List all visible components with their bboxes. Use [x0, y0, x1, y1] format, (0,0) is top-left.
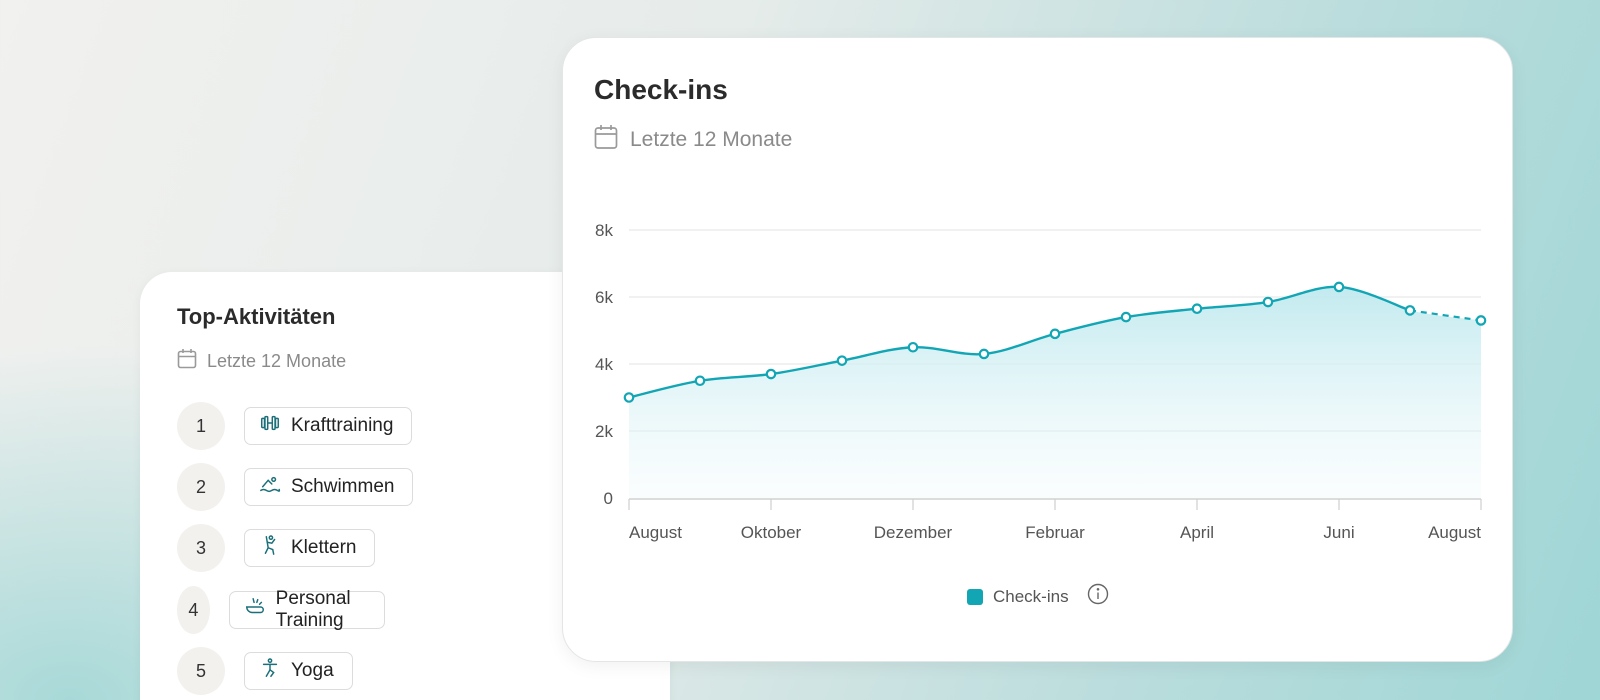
- y-tick-label: 4k: [595, 355, 613, 374]
- activity-label: Personal Training: [275, 588, 351, 631]
- x-tick-label: Februar: [1025, 523, 1085, 542]
- y-tick-label: 6k: [595, 288, 613, 307]
- data-point[interactable]: [1262, 296, 1274, 308]
- calendar-icon: [177, 348, 197, 375]
- yoga-icon: [259, 657, 281, 685]
- chart-subtitle: Letzte 12 Monate: [594, 124, 792, 156]
- list-item: 1 Krafttraining: [177, 402, 413, 450]
- activity-chip-personal-training[interactable]: Personal Training: [228, 588, 385, 631]
- whistle-icon: [244, 596, 266, 624]
- chart-legend: Check-ins: [967, 583, 1109, 610]
- list-item: 2 Schwimmen: [177, 463, 414, 511]
- top-activities-period: Letzte 12 Monate: [207, 351, 347, 371]
- checkins-card: Check-ins Letzte 12 Monate 0 2k 4k 6k 8k Aug…: [562, 37, 1513, 662]
- checkins-chart: 0 2k 4k 6k 8k August Oktober Dezember Februar Ap…: [595, 221, 1487, 542]
- x-tick-label: August: [1428, 523, 1481, 542]
- x-tick-label: Juni: [1323, 523, 1354, 542]
- top-activities-subtitle: Letzte 12 Monate: [177, 348, 346, 375]
- activity-chip-yoga[interactable]: Yoga: [244, 652, 353, 690]
- rank-number: 2: [177, 463, 225, 511]
- rank-number: 5: [177, 647, 225, 695]
- legend-label: Check-ins: [993, 586, 1069, 606]
- activity-label: Yoga: [291, 660, 334, 681]
- activity-chip-krafttraining[interactable]: Krafttraining: [244, 407, 413, 445]
- data-point[interactable]: [1475, 315, 1487, 326]
- data-point[interactable]: [623, 392, 635, 403]
- list-item: 3 Klettern: [177, 524, 376, 572]
- climber-icon: [259, 534, 281, 562]
- x-tick-label: Dezember: [874, 523, 953, 542]
- dumbbell-icon: [259, 412, 281, 440]
- list-item: 5 Yoga: [177, 647, 353, 695]
- list-item: 4 Personal Training: [177, 586, 385, 634]
- activity-label: Klettern: [291, 537, 357, 558]
- activity-label: Krafttraining: [291, 415, 394, 436]
- rank-number: 1: [177, 402, 225, 450]
- y-tick-label: 8k: [595, 221, 613, 240]
- info-icon[interactable]: [1087, 583, 1109, 610]
- data-point[interactable]: [1404, 305, 1416, 316]
- activity-label: Schwimmen: [291, 476, 395, 497]
- x-tick-label: April: [1180, 523, 1214, 542]
- x-tick-label: Oktober: [741, 523, 802, 542]
- data-point[interactable]: [1333, 281, 1345, 293]
- activity-chip-klettern[interactable]: Klettern: [244, 529, 376, 567]
- rank-number: 4: [177, 586, 210, 634]
- data-point[interactable]: [1191, 303, 1203, 315]
- data-point[interactable]: [978, 348, 990, 360]
- legend-swatch: [967, 588, 983, 605]
- top-activities-title: Top-Aktivitäten: [177, 304, 336, 329]
- data-point[interactable]: [1049, 328, 1061, 340]
- chart-title: Check-ins: [594, 74, 728, 105]
- calendar-icon: [594, 124, 618, 156]
- y-tick-label: 2k: [595, 422, 613, 441]
- rank-number: 3: [177, 524, 225, 572]
- activity-chip-schwimmen[interactable]: Schwimmen: [244, 468, 414, 506]
- data-point[interactable]: [1120, 311, 1132, 323]
- swimmer-icon: [259, 473, 281, 501]
- y-tick-label: 0: [604, 489, 613, 508]
- data-point[interactable]: [765, 368, 777, 380]
- chart-period: Letzte 12 Monate: [630, 128, 793, 151]
- data-point[interactable]: [907, 341, 919, 353]
- x-tick-label: August: [629, 523, 682, 542]
- data-point[interactable]: [694, 375, 706, 387]
- area-fill: [629, 286, 1481, 498]
- data-point[interactable]: [836, 355, 848, 366]
- series-line: [628, 285, 1411, 399]
